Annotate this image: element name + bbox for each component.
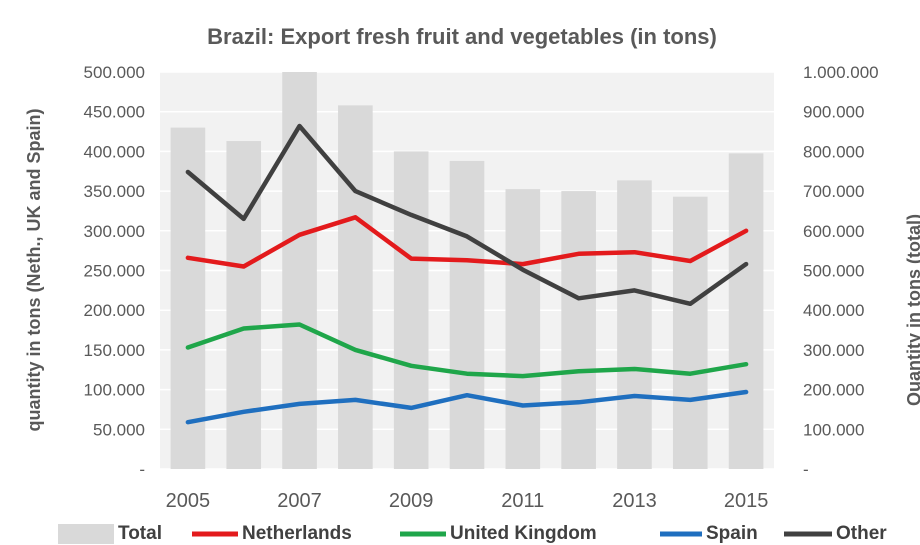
- bar-total-2011: [505, 189, 541, 470]
- legend-label-united-kingdom: United Kingdom: [450, 523, 597, 544]
- bar-total-2012: [561, 191, 596, 469]
- legend-label-total: Total: [118, 523, 162, 544]
- right-tick-label: 200.000: [803, 381, 864, 400]
- legend-label-other: Other: [836, 523, 887, 544]
- right-tick-label: 400.000: [803, 301, 864, 320]
- line-other: [185, 123, 749, 307]
- legend-swatch-total: [58, 524, 114, 544]
- line-netherlands: [185, 215, 749, 269]
- x-tick-label: 2015: [724, 490, 769, 512]
- bar-total-2015: [728, 153, 764, 469]
- right-axis-title: Quantity in tons (total): [904, 214, 920, 406]
- left-tick-label: 150.000: [84, 341, 145, 360]
- right-tick-label: 300.000: [803, 341, 864, 360]
- right-tick-label: 900.000: [803, 103, 864, 122]
- bar-total-2009: [393, 151, 429, 469]
- left-tick-label: 500.000: [84, 63, 145, 82]
- right-tick-label: 700.000: [803, 182, 864, 201]
- left-tick-label: 300.000: [84, 222, 145, 241]
- legend-label-netherlands: Netherlands: [242, 523, 352, 544]
- left-tick-label: 250.000: [84, 262, 145, 281]
- x-tick-label: 2013: [612, 490, 657, 512]
- left-tick-label: -: [139, 460, 145, 479]
- x-tick-label: 2005: [166, 490, 211, 512]
- left-tick-label: 350.000: [84, 182, 145, 201]
- x-tick-label: 2007: [277, 490, 322, 512]
- bar-total-2008: [338, 105, 373, 470]
- left-tick-label: 50.000: [93, 420, 145, 439]
- line-spain: [185, 389, 749, 425]
- left-axis-title: quantity in tons (Neth., UK and Spain): [24, 109, 44, 432]
- right-axis-ticks: - 100.000 200.000 300.000 400.000 500.000 600.…: [803, 63, 879, 479]
- right-tick-label: 100.000: [803, 420, 864, 439]
- x-axis-ticks: 2005 2007 2009 2011 2013 2015: [166, 490, 769, 512]
- left-axis-ticks: - 50.000 100.000 150.000 200.000 250.000 300.0…: [84, 63, 145, 479]
- chart-title: Brazil: Export fresh fruit and vegetable…: [207, 24, 717, 49]
- bar-total-2010: [449, 160, 485, 470]
- legend-label-spain: Spain: [706, 523, 758, 544]
- left-tick-label: 400.000: [84, 142, 145, 161]
- bar-total-2006: [226, 141, 262, 469]
- line-united-kingdom: [185, 322, 749, 379]
- right-tick-label: -: [803, 460, 809, 479]
- x-tick-label: 2009: [389, 490, 434, 512]
- right-tick-label: 800.000: [803, 142, 864, 161]
- bar-total-2013: [617, 180, 652, 470]
- bar-series-total: [170, 72, 764, 470]
- left-tick-label: 450.000: [84, 103, 145, 122]
- legend: Total Netherlands United Kingdom Spain Other: [58, 523, 887, 544]
- right-tick-label: 600.000: [803, 222, 864, 241]
- right-tick-label: 500.000: [803, 262, 864, 281]
- left-tick-label: 100.000: [84, 381, 145, 400]
- bar-total-2007: [282, 72, 317, 469]
- x-tick-label: 2011: [501, 490, 544, 512]
- line-series: [185, 123, 749, 425]
- bar-total-2014: [672, 196, 708, 469]
- right-tick-label: 1.000.000: [803, 63, 879, 82]
- left-tick-label: 200.000: [84, 301, 145, 320]
